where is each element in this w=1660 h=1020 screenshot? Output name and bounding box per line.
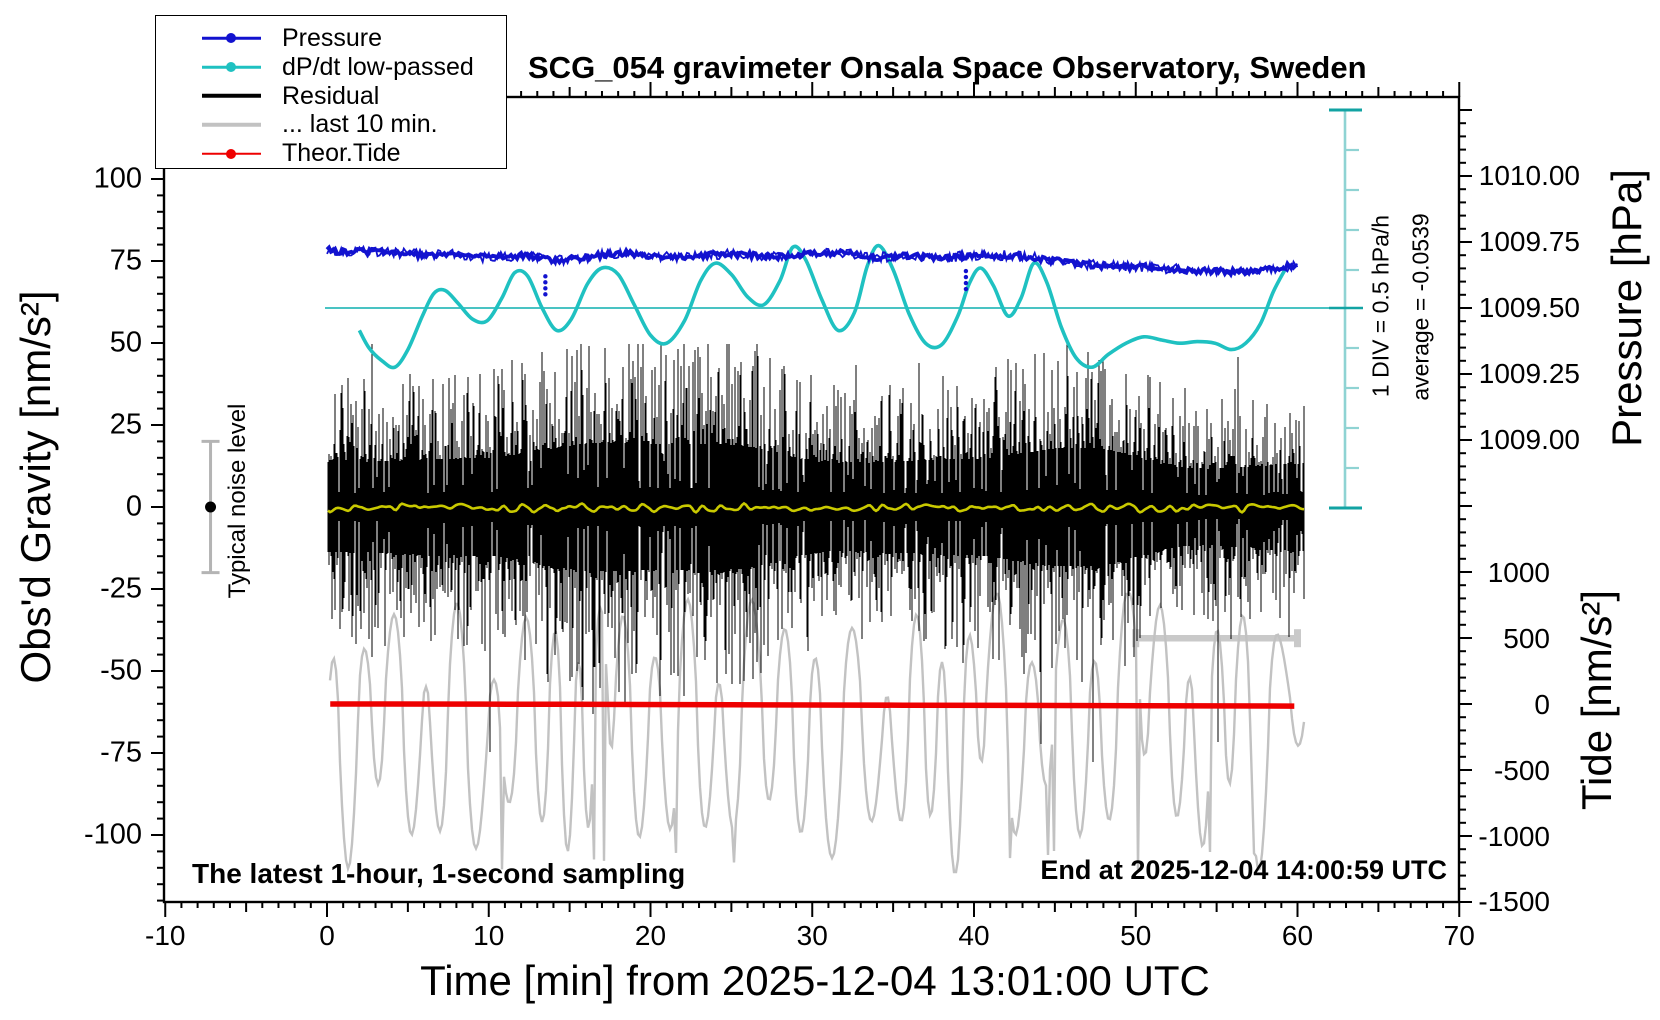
legend-label: ... last 10 min. xyxy=(282,110,438,139)
div-scale-annotation: 1 DIV = 0.5 hPa/h xyxy=(1367,214,1394,398)
pressure-tick-label: 1009.75 xyxy=(1478,226,1580,257)
x-tick-label: 60 xyxy=(1281,920,1314,951)
tide-tick-label: -500 xyxy=(1493,755,1550,787)
legend-label: dP/dt low-passed xyxy=(282,52,474,81)
gravity-tick-label: -50 xyxy=(100,654,142,687)
x-tick-label: 0 xyxy=(319,920,335,951)
gravity-tick-label: -75 xyxy=(100,736,142,769)
gravity-tick-label: 75 xyxy=(109,244,142,277)
sampling-note: The latest 1-hour, 1-second sampling xyxy=(192,858,686,889)
x-tick-label: 70 xyxy=(1443,920,1475,951)
pressure-tick-label: 1009.50 xyxy=(1478,292,1580,323)
pressure-tick-label: 1009.25 xyxy=(1478,358,1580,389)
noise-level-annotation: Typical noise level xyxy=(224,403,251,599)
legend-box: Pressure dP/dt low-passed Residual . xyxy=(155,15,507,169)
pressure-tick-label: 1010.00 xyxy=(1478,160,1580,191)
page-title: SCG_054 gravimeter Onsala Space Observat… xyxy=(528,50,1367,85)
x-tick-label: 40 xyxy=(958,920,990,951)
legend-item-last10: ... last 10 min. xyxy=(156,110,506,139)
residual-line-sample-icon xyxy=(156,82,282,111)
y-axis-title-gravity: Obs'd Gravity [nm/s²] xyxy=(12,290,59,684)
legend-item-residual: Residual xyxy=(156,82,506,111)
gravity-tick-label: 50 xyxy=(109,326,142,359)
gravity-tick-label: 0 xyxy=(125,490,142,523)
legend-label: Residual xyxy=(282,81,380,110)
gravity-tick-label: 25 xyxy=(109,408,142,441)
y-axis-title-pressure: Pressure [hPa] xyxy=(1603,169,1650,447)
tide-tick-label: -1000 xyxy=(1478,821,1550,853)
theortide-line-sample-icon xyxy=(156,139,282,168)
legend-label: Theor.Tide xyxy=(282,139,401,168)
x-tick-label: 10 xyxy=(473,920,505,951)
average-annotation: average = -0.0539 xyxy=(1407,213,1434,401)
tide-tick-label: 500 xyxy=(1503,622,1550,654)
pressure-tick-label: 1009.00 xyxy=(1478,424,1580,455)
gravity-tick-label: 100 xyxy=(93,162,142,195)
legend-label: Pressure xyxy=(282,23,383,52)
legend-item-dpdt: dP/dt low-passed xyxy=(156,53,506,82)
tide-tick-label: 1000 xyxy=(1487,556,1550,588)
end-time-note: End at 2025-12-04 14:00:59 UTC xyxy=(1040,855,1447,885)
tide-tick-label: 0 xyxy=(1534,689,1550,720)
tide-tick-label: -1500 xyxy=(1478,886,1550,917)
x-tick-label: 50 xyxy=(1120,920,1152,951)
gravity-tick-label: -25 xyxy=(100,572,142,605)
x-tick-label: 20 xyxy=(634,920,667,951)
gravity-tick-label: -100 xyxy=(83,818,142,851)
x-tick-label: 30 xyxy=(796,920,828,951)
x-axis-title: Time [min] from 2025-12-04 13:01:00 UTC xyxy=(420,957,1210,1004)
x-tick-label: -10 xyxy=(145,920,186,951)
legend-item-pressure: Pressure xyxy=(156,24,506,53)
last10-line-sample-icon xyxy=(156,110,282,139)
pressure-line-sample-icon xyxy=(156,24,282,53)
dpdt-line-sample-icon xyxy=(156,53,282,82)
y-axis-title-tide: Tide [nm/s²] xyxy=(1573,589,1620,811)
legend-item-theortide: Theor.Tide xyxy=(156,139,506,168)
